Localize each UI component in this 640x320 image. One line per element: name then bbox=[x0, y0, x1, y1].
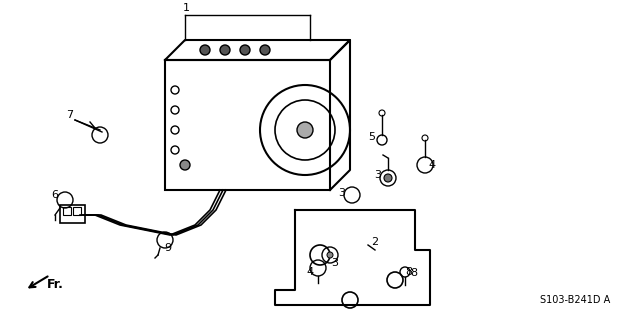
Text: 3: 3 bbox=[339, 188, 346, 198]
Text: S103-B241D A: S103-B241D A bbox=[540, 295, 610, 305]
Circle shape bbox=[260, 45, 270, 55]
Circle shape bbox=[327, 252, 333, 258]
Text: 8: 8 bbox=[405, 267, 412, 277]
Bar bbox=[73, 207, 81, 215]
Circle shape bbox=[297, 122, 313, 138]
Text: 5: 5 bbox=[369, 132, 376, 142]
Text: 4: 4 bbox=[428, 160, 436, 170]
Text: 1: 1 bbox=[182, 3, 189, 13]
Text: 7: 7 bbox=[67, 110, 74, 120]
Text: 6: 6 bbox=[51, 190, 58, 200]
Bar bbox=[63, 207, 71, 215]
Bar bbox=[60, 205, 85, 223]
Text: 3: 3 bbox=[332, 258, 339, 268]
Text: 2: 2 bbox=[371, 237, 379, 247]
Text: Fr.: Fr. bbox=[47, 278, 63, 292]
Bar bbox=[165, 60, 330, 190]
Circle shape bbox=[240, 45, 250, 55]
Text: 9: 9 bbox=[164, 243, 172, 253]
Text: 4: 4 bbox=[307, 267, 314, 277]
Circle shape bbox=[220, 45, 230, 55]
Circle shape bbox=[200, 45, 210, 55]
Text: 3: 3 bbox=[374, 170, 381, 180]
Text: 8: 8 bbox=[410, 268, 417, 278]
Circle shape bbox=[180, 160, 190, 170]
Circle shape bbox=[384, 174, 392, 182]
